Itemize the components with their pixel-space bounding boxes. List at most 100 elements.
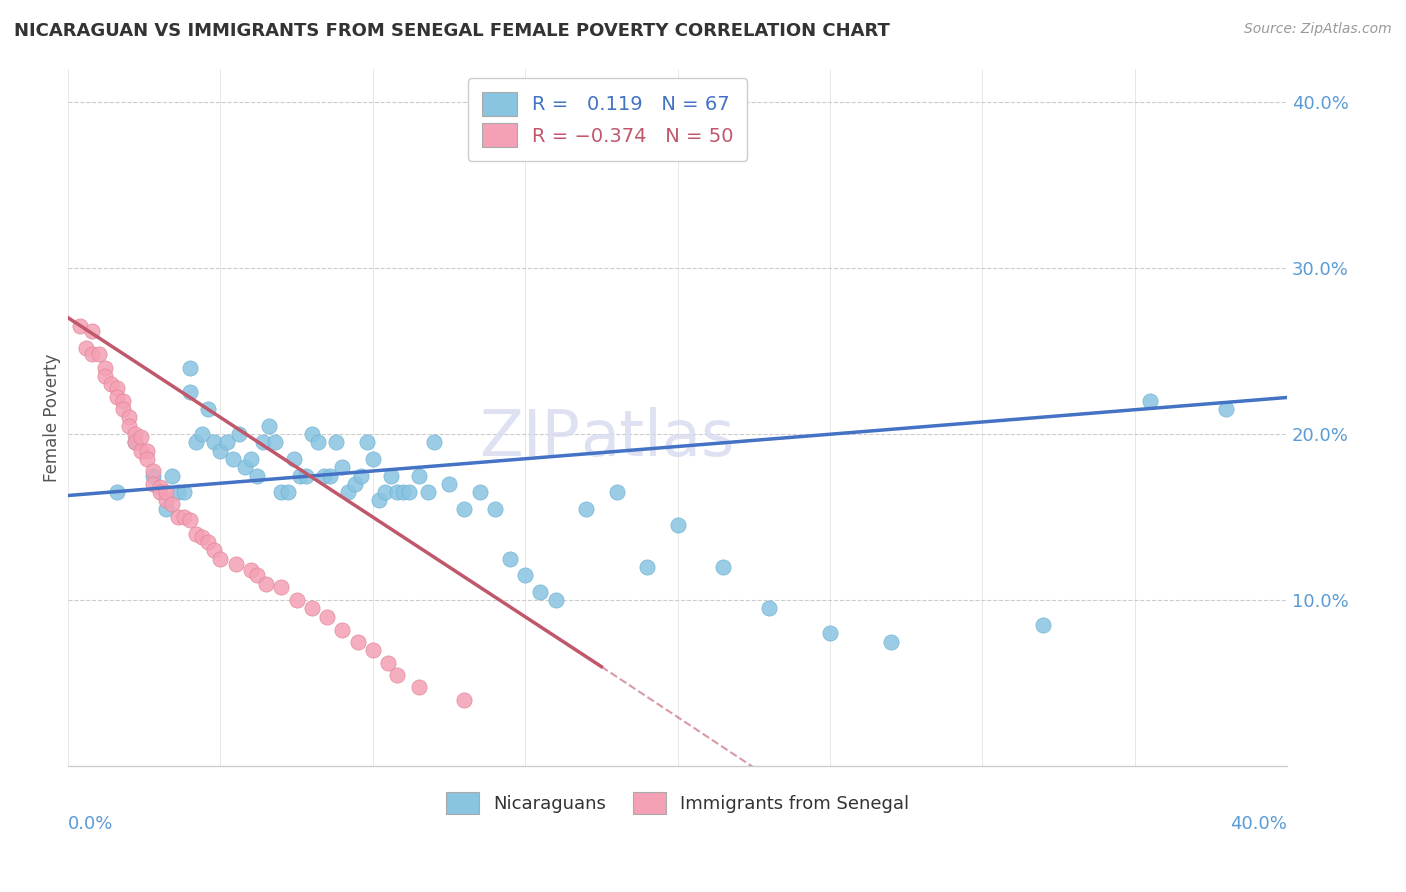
Point bbox=[142, 476, 165, 491]
Point bbox=[155, 501, 177, 516]
Point bbox=[148, 485, 170, 500]
Point bbox=[818, 626, 841, 640]
Point bbox=[191, 427, 214, 442]
Point bbox=[124, 435, 146, 450]
Point bbox=[257, 418, 280, 433]
Point bbox=[264, 435, 287, 450]
Point bbox=[276, 485, 298, 500]
Point bbox=[606, 485, 628, 500]
Point bbox=[544, 593, 567, 607]
Point bbox=[468, 485, 491, 500]
Point bbox=[270, 485, 292, 500]
Point bbox=[316, 609, 339, 624]
Point bbox=[288, 468, 311, 483]
Point bbox=[423, 435, 446, 450]
Point bbox=[209, 551, 232, 566]
Point bbox=[392, 485, 415, 500]
Point bbox=[374, 485, 396, 500]
Point bbox=[337, 485, 360, 500]
Point bbox=[225, 557, 247, 571]
Point bbox=[197, 535, 219, 549]
Point bbox=[215, 435, 238, 450]
Point bbox=[111, 393, 134, 408]
Point bbox=[332, 623, 354, 637]
Point bbox=[202, 435, 225, 450]
Point bbox=[82, 324, 104, 338]
Point bbox=[408, 468, 430, 483]
Point bbox=[233, 460, 256, 475]
Point bbox=[437, 476, 460, 491]
Point bbox=[100, 377, 122, 392]
Text: ZIP: ZIP bbox=[479, 408, 581, 469]
Point bbox=[191, 530, 214, 544]
Point bbox=[246, 468, 269, 483]
Point bbox=[87, 347, 110, 361]
Point bbox=[325, 435, 347, 450]
Point bbox=[173, 485, 195, 500]
Point bbox=[307, 435, 329, 450]
Point bbox=[93, 360, 115, 375]
Point bbox=[155, 493, 177, 508]
Point bbox=[254, 576, 277, 591]
Point bbox=[118, 418, 141, 433]
Point bbox=[184, 435, 207, 450]
Point bbox=[136, 443, 159, 458]
Point bbox=[387, 668, 409, 682]
Point bbox=[285, 593, 308, 607]
Point bbox=[124, 435, 146, 450]
Point bbox=[484, 501, 506, 516]
Point bbox=[301, 427, 323, 442]
Point bbox=[82, 347, 104, 361]
Point bbox=[575, 501, 598, 516]
Point bbox=[209, 443, 232, 458]
Point bbox=[124, 427, 146, 442]
Point bbox=[453, 501, 475, 516]
Point bbox=[111, 402, 134, 417]
Point bbox=[380, 468, 402, 483]
Point bbox=[1215, 402, 1237, 417]
Point bbox=[408, 680, 430, 694]
Point bbox=[294, 468, 316, 483]
Point bbox=[301, 601, 323, 615]
Point bbox=[1139, 393, 1161, 408]
Point bbox=[228, 427, 250, 442]
Point bbox=[398, 485, 420, 500]
Point bbox=[377, 657, 399, 671]
Point bbox=[499, 551, 522, 566]
Point bbox=[666, 518, 689, 533]
Point bbox=[1032, 618, 1054, 632]
Point bbox=[758, 601, 780, 615]
Text: 40.0%: 40.0% bbox=[1230, 815, 1286, 833]
Point bbox=[252, 435, 274, 450]
Point bbox=[636, 560, 658, 574]
Point bbox=[75, 341, 97, 355]
Point bbox=[179, 513, 201, 527]
Point bbox=[105, 380, 128, 394]
Point bbox=[136, 452, 159, 467]
Point bbox=[160, 468, 183, 483]
Point bbox=[142, 464, 165, 478]
Point bbox=[343, 476, 366, 491]
Point bbox=[179, 385, 201, 400]
Point bbox=[118, 410, 141, 425]
Legend: Nicaraguans, Immigrants from Senegal: Nicaraguans, Immigrants from Senegal bbox=[433, 780, 922, 827]
Point bbox=[416, 485, 439, 500]
Point bbox=[173, 510, 195, 524]
Text: atlas: atlas bbox=[581, 408, 734, 469]
Point bbox=[105, 485, 128, 500]
Point bbox=[332, 460, 354, 475]
Point bbox=[356, 435, 378, 450]
Point bbox=[312, 468, 335, 483]
Point bbox=[515, 568, 537, 582]
Point bbox=[129, 443, 152, 458]
Point bbox=[453, 693, 475, 707]
Y-axis label: Female Poverty: Female Poverty bbox=[44, 353, 60, 482]
Point bbox=[270, 580, 292, 594]
Point bbox=[142, 468, 165, 483]
Text: NICARAGUAN VS IMMIGRANTS FROM SENEGAL FEMALE POVERTY CORRELATION CHART: NICARAGUAN VS IMMIGRANTS FROM SENEGAL FE… bbox=[14, 22, 890, 40]
Point bbox=[93, 368, 115, 383]
Point bbox=[197, 402, 219, 417]
Point bbox=[221, 452, 243, 467]
Point bbox=[350, 468, 373, 483]
Point bbox=[69, 319, 91, 334]
